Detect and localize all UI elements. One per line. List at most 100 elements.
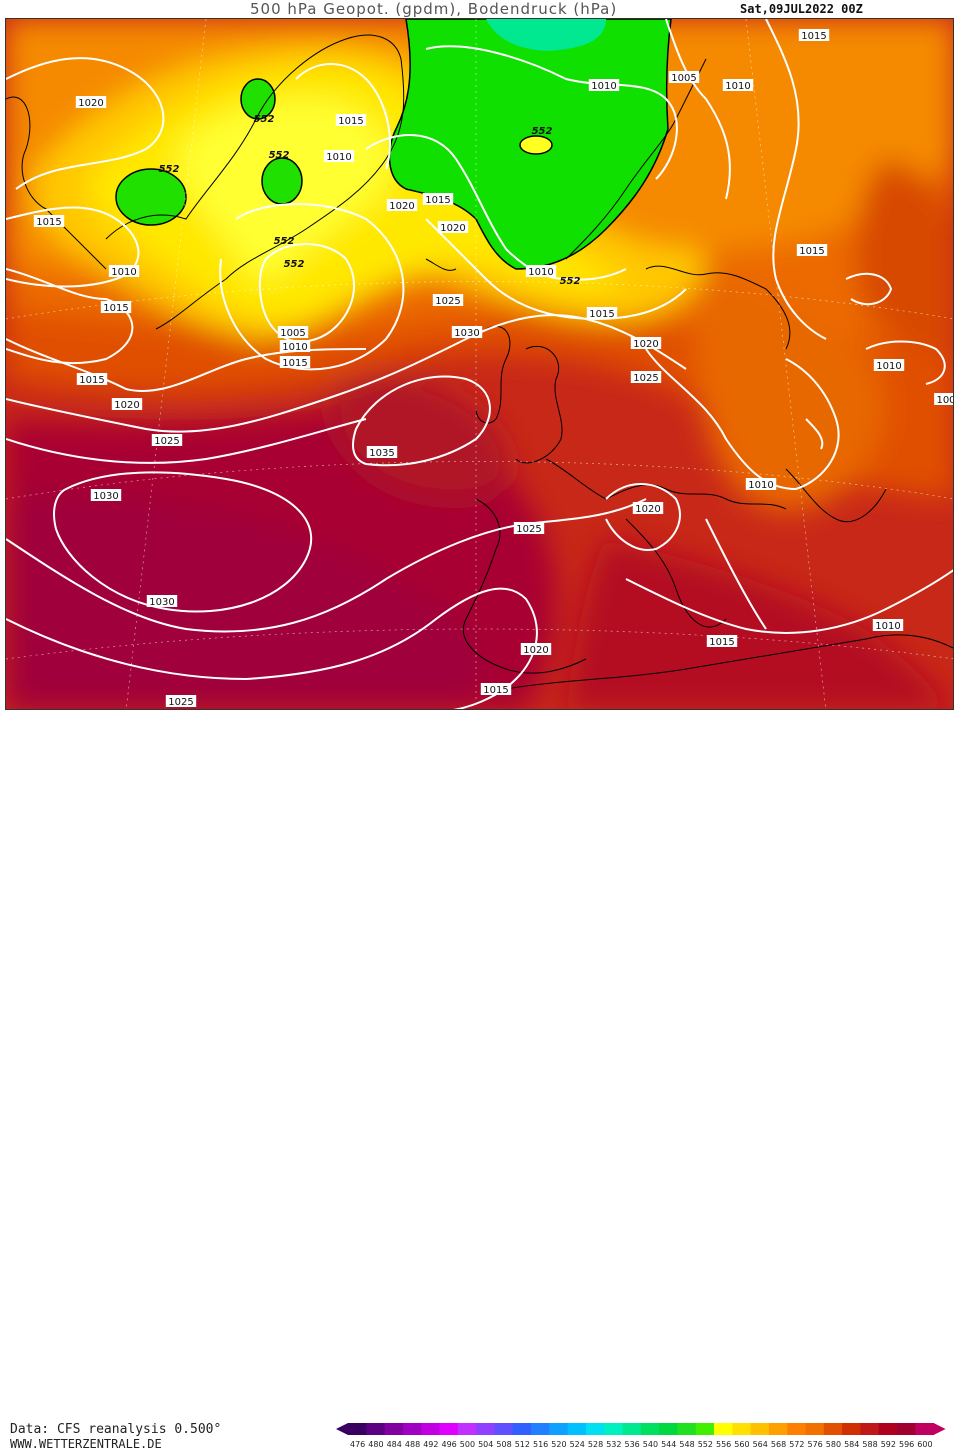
svg-text:1025: 1025 xyxy=(168,697,193,708)
legend-tick-label: 512 xyxy=(515,1440,530,1449)
legend-swatch xyxy=(476,1423,495,1435)
geopotential-label: 552 xyxy=(159,164,180,175)
isobar-label: 1015 xyxy=(480,683,512,696)
isobar-label: 1020 xyxy=(75,96,107,109)
svg-text:1015: 1015 xyxy=(801,31,826,42)
isobar-label: 1015 xyxy=(100,301,132,314)
legend-swatch xyxy=(640,1423,660,1435)
legend-swatch xyxy=(457,1423,477,1435)
data-source-text: Data: CFS reanalysis 0.500° xyxy=(10,1422,222,1437)
legend-swatch xyxy=(695,1423,715,1435)
geopotential-label: 552 xyxy=(254,114,275,125)
legend-tick-label: 476 xyxy=(350,1440,365,1449)
isobar-label: 1015 xyxy=(422,193,454,206)
legend-swatch xyxy=(421,1423,440,1435)
isobar-label: 1005 xyxy=(668,71,700,84)
legend-swatch xyxy=(750,1423,770,1435)
isobar-label: 1010 xyxy=(722,79,754,92)
legend-swatch xyxy=(402,1423,422,1435)
website-link[interactable]: WWW.WETTERZENTRALE.DE xyxy=(10,1437,162,1451)
legend-tick-label: 516 xyxy=(533,1440,548,1449)
legend-swatch xyxy=(842,1423,861,1435)
isobar-label: 1010 xyxy=(525,265,557,278)
legend-swatch xyxy=(512,1423,532,1435)
legend-arrow-low xyxy=(336,1423,348,1435)
weather-map[interactable]: 1020 1015 1010 1015 1015 1010 1020 1015 1020 1010… xyxy=(5,18,954,710)
isobar-label: 1015 xyxy=(76,373,108,386)
svg-text:1010: 1010 xyxy=(111,267,136,278)
svg-text:1035: 1035 xyxy=(369,448,394,459)
isobar-label: 1020 xyxy=(632,502,664,515)
legend-swatch xyxy=(585,1423,605,1435)
legend-tick-label: 492 xyxy=(423,1440,438,1449)
svg-text:1010: 1010 xyxy=(725,81,750,92)
geopotential-labels: 552 552 552 552 552 552 552 xyxy=(159,114,581,287)
isobar-label: 1015 xyxy=(706,635,738,648)
svg-text:1020: 1020 xyxy=(633,339,658,350)
legend-swatch xyxy=(677,1423,697,1435)
svg-text:1010: 1010 xyxy=(875,621,900,632)
legend-swatch xyxy=(384,1423,404,1435)
legend-swatch xyxy=(860,1423,880,1435)
legend-swatch xyxy=(366,1423,386,1435)
isobar-label: 1010 xyxy=(872,619,904,632)
legend-swatch xyxy=(549,1423,569,1435)
svg-text:1010: 1010 xyxy=(876,361,901,372)
legend-swatch xyxy=(531,1423,550,1435)
svg-text:1015: 1015 xyxy=(36,217,61,228)
isobar-label: 1020 xyxy=(520,643,552,656)
green-core xyxy=(486,19,606,51)
legend-swatch xyxy=(823,1423,843,1435)
svg-text:1015: 1015 xyxy=(338,116,363,127)
legend-swatch xyxy=(659,1423,678,1435)
isobar-labels: 1020 1015 1010 1015 1015 1010 1020 1015 1020 1010… xyxy=(33,29,953,708)
isobar-label: 100 xyxy=(934,393,953,406)
yellow-blob-552 xyxy=(519,135,553,155)
isobar-label: 1025 xyxy=(630,371,662,384)
legend-tick-label: 568 xyxy=(771,1440,786,1449)
legend-tick-label: 560 xyxy=(734,1440,749,1449)
svg-text:1020: 1020 xyxy=(114,400,139,411)
legend-tick-label: 564 xyxy=(753,1440,768,1449)
legend-swatch xyxy=(732,1423,752,1435)
legend-arrow-high xyxy=(933,1423,946,1435)
legend-tick-label: 504 xyxy=(478,1440,493,1449)
isobar-label: 1030 xyxy=(90,489,122,502)
low-552-greenland-1 xyxy=(115,168,187,226)
svg-text:1020: 1020 xyxy=(78,98,103,109)
legend-swatch xyxy=(878,1423,898,1435)
svg-text:1010: 1010 xyxy=(326,152,351,163)
legend-tick-label: 584 xyxy=(844,1440,859,1449)
svg-text:1015: 1015 xyxy=(589,309,614,320)
isobar-label: 1010 xyxy=(588,79,620,92)
low-552-greenland-3 xyxy=(261,157,303,205)
color-legend: 476 480 484 488 492 496 500 504 508 512 516 520 524 5… xyxy=(336,1423,946,1449)
svg-text:1025: 1025 xyxy=(516,524,541,535)
legend-swatch xyxy=(714,1423,733,1435)
geopotential-label: 552 xyxy=(269,150,290,161)
legend-tick-label: 600 xyxy=(917,1440,932,1449)
legend-tick-label: 588 xyxy=(862,1440,877,1449)
geopotential-label: 552 xyxy=(560,276,581,287)
isobar-label: 1025 xyxy=(165,695,197,708)
geopotential-label: 552 xyxy=(284,259,305,270)
svg-text:1010: 1010 xyxy=(282,342,307,353)
isobar-label: 1015 xyxy=(279,356,311,369)
legend-tick-label: 572 xyxy=(789,1440,804,1449)
isobar-label: 1010 xyxy=(108,265,140,278)
svg-text:1030: 1030 xyxy=(149,597,174,608)
legend-tick-label: 496 xyxy=(442,1440,457,1449)
date-label: Sat,09JUL2022 00Z xyxy=(740,2,863,16)
svg-text:1010: 1010 xyxy=(748,480,773,491)
geopotential-label: 552 xyxy=(532,126,553,137)
legend-tick-label: 500 xyxy=(460,1440,475,1449)
isobar-label: 1020 xyxy=(111,398,143,411)
isobar-label: 1010 xyxy=(279,340,311,353)
graticule xyxy=(6,19,953,709)
svg-text:1020: 1020 xyxy=(389,201,414,212)
legend-swatch xyxy=(567,1423,587,1435)
svg-text:1015: 1015 xyxy=(103,303,128,314)
svg-text:1015: 1015 xyxy=(709,637,734,648)
legend-swatch xyxy=(897,1423,916,1435)
isobar-label: 1030 xyxy=(146,595,178,608)
